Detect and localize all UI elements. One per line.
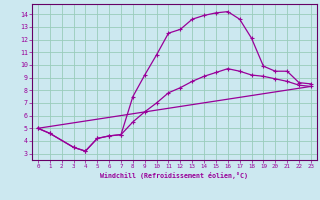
X-axis label: Windchill (Refroidissement éolien,°C): Windchill (Refroidissement éolien,°C) — [100, 172, 248, 179]
